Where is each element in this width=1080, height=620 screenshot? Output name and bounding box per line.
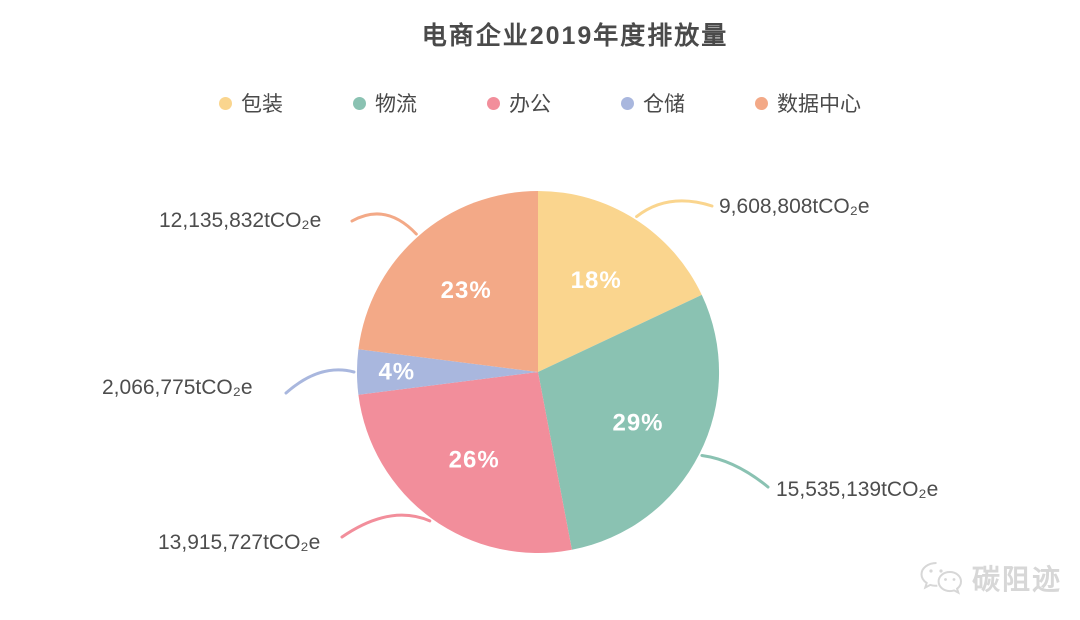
leader-line-data-center bbox=[350, 212, 418, 236]
value-label-datacenter: 12,135,832tCO₂e bbox=[159, 209, 322, 232]
pie-slice-logistics[interactable] bbox=[538, 294, 720, 550]
percent-label-packaging: 18% bbox=[571, 267, 622, 294]
leader-line-office bbox=[340, 513, 432, 539]
legend-dot-logistics bbox=[353, 96, 366, 110]
value-label-warehousing: 2,066,775tCO₂e bbox=[102, 376, 253, 399]
watermark: 碳阻迹 bbox=[918, 558, 1062, 598]
chart-title: 电商企业2019年度排放量 bbox=[421, 22, 729, 50]
legend-item-datacenter[interactable]: 数据中心 bbox=[755, 88, 861, 118]
legend-label: 物流 bbox=[375, 93, 417, 116]
pie-slice-warehousing[interactable] bbox=[356, 349, 538, 395]
legend-item-office[interactable]: 办公 bbox=[487, 88, 551, 118]
leader-line-warehousing bbox=[284, 368, 356, 395]
wechat-icon bbox=[920, 562, 962, 595]
legend-item-packaging[interactable]: 包装 bbox=[219, 88, 283, 118]
legend-label: 数据中心 bbox=[777, 93, 861, 116]
legend-label: 仓储 bbox=[643, 93, 685, 116]
percent-label-logistics: 29% bbox=[612, 409, 663, 436]
leader-line-packaging bbox=[635, 199, 714, 219]
pie-slice-office[interactable] bbox=[358, 372, 572, 554]
legend-item-warehousing[interactable]: 仓储 bbox=[621, 88, 685, 118]
value-label-packaging: 9,608,808tCO₂e bbox=[719, 195, 870, 218]
legend-label: 办公 bbox=[509, 93, 551, 116]
pie-slice-packaging[interactable] bbox=[538, 191, 702, 372]
percent-label-data-center: 23% bbox=[441, 277, 492, 304]
leader-line-logistics bbox=[700, 454, 770, 489]
legend-dot-packaging bbox=[219, 96, 232, 110]
legend: 包装 物流 办公 仓储 数据中心 bbox=[0, 88, 1080, 118]
legend-dot-office bbox=[487, 96, 500, 110]
percent-label-office: 26% bbox=[449, 446, 500, 473]
legend-item-logistics[interactable]: 物流 bbox=[353, 88, 417, 118]
legend-dot-warehousing bbox=[621, 96, 634, 110]
value-label-office: 13,915,727tCO₂e bbox=[158, 531, 321, 554]
value-label-logistics: 15,535,139tCO₂e bbox=[776, 478, 939, 501]
watermark-text: 碳阻迹 bbox=[971, 564, 1062, 595]
legend-label: 包装 bbox=[241, 93, 283, 116]
pie-slice-data-center[interactable] bbox=[358, 191, 538, 372]
percent-label-warehousing: 4% bbox=[378, 359, 415, 386]
legend-dot-datacenter bbox=[755, 96, 768, 110]
